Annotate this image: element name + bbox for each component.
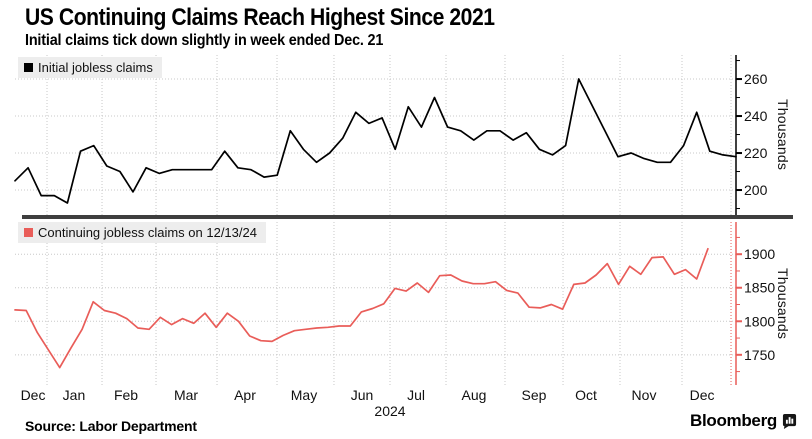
x-axis-month-label: Dec	[689, 387, 715, 403]
bloomberg-terminal-icon	[782, 413, 797, 429]
y-tick-label: 260	[744, 71, 768, 87]
initial-claims-chart: 200 220 240 260	[14, 55, 768, 215]
y-axis-unit-label-top: Thousands	[775, 99, 791, 171]
legend-label: Continuing jobless claims on 12/13/24	[38, 225, 257, 240]
continuing-claims-chart: 1750 1800 1850 1900	[14, 222, 775, 385]
y-tick-label: 1850	[744, 280, 775, 296]
panel-divider	[22, 215, 793, 219]
legend-label: Initial jobless claims	[38, 60, 153, 75]
x-axis-month-label: Apr	[234, 387, 256, 403]
bloomberg-wordmark: Bloomberg	[690, 411, 797, 431]
series-line	[14, 247, 709, 369]
x-axis-month-label: Nov	[631, 387, 657, 403]
y-tick-label: 1750	[744, 347, 775, 363]
x-axis-month-label: Feb	[113, 387, 139, 403]
x-axis-month-label: Jan	[62, 387, 86, 403]
x-axis-month-label: Mar	[173, 387, 199, 403]
y-tick-label: 240	[744, 108, 768, 124]
page-title: US Continuing Claims Reach Highest Since…	[25, 4, 495, 31]
y-tick-label: 220	[744, 145, 768, 161]
x-axis-year-label: 2024	[374, 403, 406, 419]
y-tick-label: 200	[744, 182, 768, 198]
x-axis-month-label: Aug	[461, 387, 487, 403]
brand-name: Bloomberg	[689, 411, 777, 430]
x-axis-month-label: Jul	[407, 387, 425, 403]
page-subtitle: Initial claims tick down slightly in wee…	[25, 32, 384, 49]
y-axis-unit-label-bottom: Thousands	[775, 267, 791, 340]
source-note: Source: Labor Department	[25, 418, 197, 434]
legend-swatch-black	[24, 63, 33, 72]
legend-continuing-claims: Continuing jobless claims on 12/13/24	[18, 222, 266, 243]
y-tick-label: 1900	[744, 246, 775, 262]
y-tick-label: 1800	[744, 313, 775, 329]
x-axis-month-label: Jun	[350, 387, 374, 403]
x-axis-month-label: May	[290, 387, 318, 403]
x-axis-month-label: Dec	[20, 387, 46, 403]
series-line	[14, 78, 737, 204]
x-axis-month-label: Oct	[575, 387, 597, 403]
legend-swatch-red	[24, 228, 33, 237]
x-axis-month-label: Sep	[521, 387, 547, 403]
legend-initial-claims: Initial jobless claims	[18, 57, 162, 78]
